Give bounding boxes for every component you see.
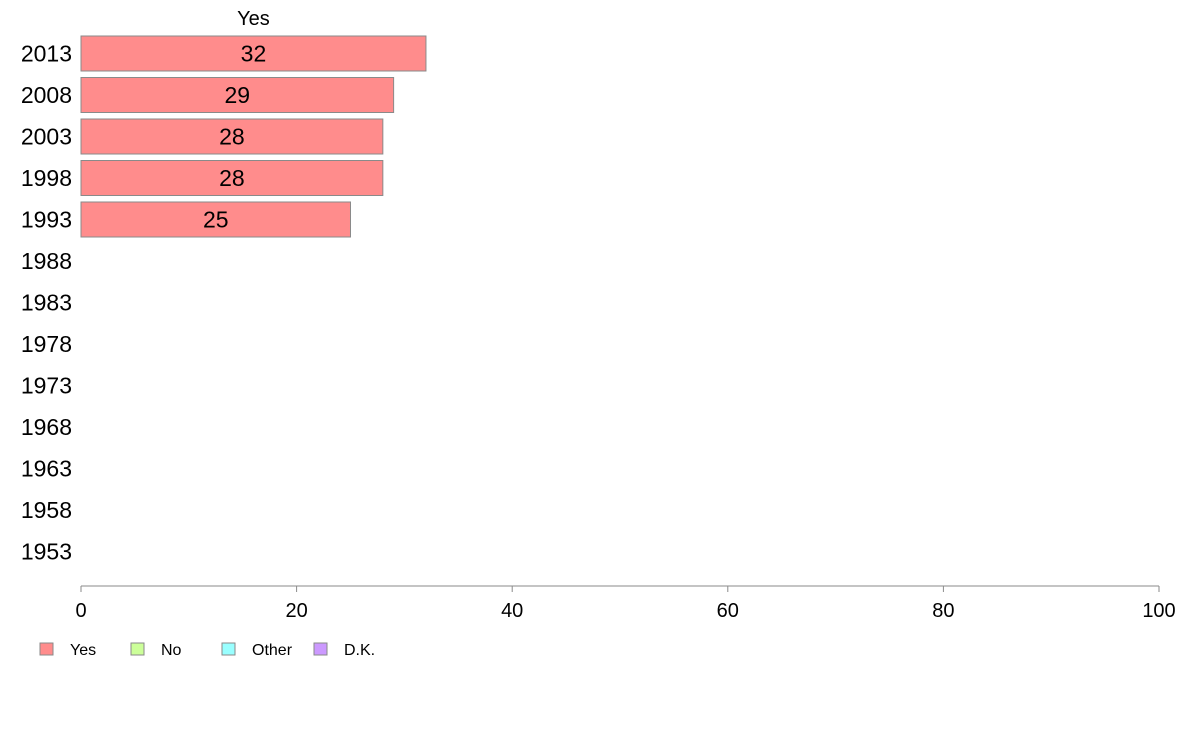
- series-header: Yes: [237, 8, 270, 30]
- x-tick-label: 20: [285, 600, 307, 622]
- category-label: 1973: [21, 373, 72, 399]
- data-label: 28: [219, 124, 245, 150]
- category-label: 1963: [21, 456, 72, 482]
- category-label: 1993: [21, 207, 72, 233]
- legend-swatch-yes: [39, 642, 54, 656]
- bar-yes-2008: [80, 77, 395, 113]
- bar-yes-2013: [80, 35, 427, 72]
- category-label: 1953: [21, 539, 72, 565]
- category-label: 1988: [21, 248, 72, 274]
- x-tick-label: 60: [717, 600, 739, 622]
- x-axis: 0 20 40 60 80 100: [75, 585, 1176, 622]
- legend-label: Other: [252, 642, 293, 659]
- legend-swatch-no: [130, 642, 145, 656]
- category-label: 1998: [21, 165, 72, 191]
- category-label: 2013: [21, 41, 72, 67]
- bar-yes-1993: [80, 201, 351, 238]
- legend-label: D.K.: [344, 642, 375, 659]
- category-label: 1968: [21, 414, 72, 440]
- data-label: 29: [225, 82, 251, 108]
- category-label: 1978: [21, 331, 72, 357]
- x-tick-label: 0: [75, 600, 86, 622]
- x-tick-label: 100: [1142, 600, 1175, 622]
- category-label: 1958: [21, 497, 72, 523]
- data-label: 25: [203, 207, 229, 233]
- category-label: 1983: [21, 290, 72, 316]
- legend-swatch-d-k-: [313, 642, 328, 656]
- category-label: 2003: [21, 124, 72, 150]
- data-label: 32: [241, 41, 267, 67]
- x-tick-label: 40: [501, 600, 523, 622]
- legend: Yes No Other D.K.: [39, 642, 375, 659]
- plot-area: Yes 2013 32 2008 29 2003 28 1998 28 1993 25 1988 198…: [21, 8, 427, 565]
- legend-label: Yes: [70, 642, 96, 659]
- x-tick-label: 80: [932, 600, 954, 622]
- bar-yes-1998: [80, 160, 384, 196]
- legend-label: No: [161, 642, 182, 659]
- data-label: 28: [219, 165, 245, 191]
- category-label: 2008: [21, 82, 72, 108]
- legend-swatch-other: [221, 642, 236, 656]
- bar-yes-2003: [80, 118, 384, 155]
